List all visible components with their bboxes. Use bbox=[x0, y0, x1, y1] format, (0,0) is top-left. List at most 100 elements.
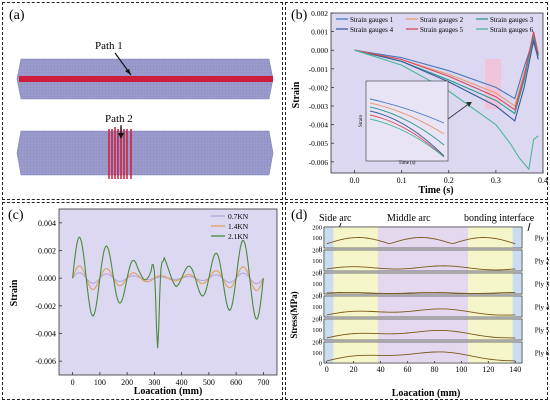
pipe-model-2 bbox=[16, 127, 274, 179]
panel-label: (d) bbox=[291, 208, 308, 223]
series-line-1.4KN bbox=[72, 265, 264, 292]
panel-label: (c) bbox=[8, 208, 24, 223]
legend-entry: Strain gauges 6 bbox=[490, 26, 534, 34]
x-tick-label: 40 bbox=[377, 365, 385, 374]
legend-entry: 1.4KN bbox=[228, 222, 249, 231]
series-line-6 bbox=[354, 49, 539, 171]
x-tick-label: 0.1 bbox=[397, 176, 407, 185]
pipe-model-1 bbox=[16, 58, 274, 100]
y-tick-label: 0.002 bbox=[38, 247, 56, 256]
y-tick-label: 200 bbox=[312, 225, 322, 232]
y-tick-label: 0 bbox=[319, 292, 322, 299]
x-tick-label: 60 bbox=[404, 365, 412, 374]
panel-c: (c) 0 100 200 300 400 500 600 700 0.004 0.002 0.0… bbox=[2, 202, 283, 400]
x-tick-label: 0.0 bbox=[350, 176, 360, 185]
y-tick-label: 0 bbox=[319, 361, 322, 368]
y-tick-label: 0.000 bbox=[38, 274, 56, 283]
y-tick-label: 200 bbox=[312, 271, 322, 278]
x-tick-label: 140 bbox=[509, 365, 521, 374]
panel-d: (d) Side arc Middle arc bonding interfac… bbox=[285, 202, 549, 400]
y-tick-label: 0.002 bbox=[311, 9, 328, 18]
inset-chart: Time (s) Strain bbox=[359, 80, 472, 166]
y-tick-label: 100 bbox=[312, 304, 322, 311]
series-line-5 bbox=[354, 31, 539, 111]
y-tick-label: 100 bbox=[312, 235, 322, 242]
panel-label: (b) bbox=[291, 8, 308, 23]
y-tick-label: 200 bbox=[312, 248, 322, 255]
highlight-region bbox=[485, 59, 501, 109]
y-tick-label: 0.000 bbox=[311, 46, 328, 55]
inset-series-3 bbox=[369, 106, 445, 146]
legend-entry: Strain gauges 4 bbox=[350, 26, 394, 34]
y-tick-label: -0.001 bbox=[309, 65, 329, 74]
ply-subplot-3: 200 100 0 Ply 3 bbox=[312, 271, 549, 299]
ply-label: Ply 3 bbox=[535, 281, 549, 289]
region-label-side-arc: Side arc bbox=[319, 213, 352, 224]
x-tick-label: 0 bbox=[71, 378, 75, 387]
inset-y-label: Strain bbox=[359, 115, 364, 127]
ply-subplot-4: 200 100 0 Ply 4 bbox=[312, 294, 549, 322]
x-tick-label: 600 bbox=[230, 378, 242, 387]
ply-label: Ply 1 bbox=[535, 235, 549, 243]
stress-line bbox=[326, 265, 516, 271]
y-tick-label: 0.001 bbox=[311, 28, 328, 37]
y-tick-label: 0 bbox=[319, 246, 322, 253]
series-line-4 bbox=[354, 40, 539, 122]
chart-d: (d) Side arc Middle arc bonding interfac… bbox=[289, 208, 549, 399]
y-tick-label: -0.006 bbox=[309, 158, 329, 167]
inset-x-label: Time (s) bbox=[399, 161, 416, 166]
y-axis-label: Stress(MPa) bbox=[289, 291, 299, 338]
x-tick-label: 0.4 bbox=[538, 176, 548, 185]
x-tick-label: 80 bbox=[430, 365, 438, 374]
legend-entry: 0.7KN bbox=[228, 212, 249, 221]
y-axis-label: Strain bbox=[9, 279, 20, 306]
legend-entry: 2.1KN bbox=[228, 232, 249, 241]
y-tick-label: -0.005 bbox=[309, 139, 329, 148]
ply-label: Ply 2 bbox=[535, 258, 549, 266]
plot-area bbox=[58, 208, 278, 376]
panel-a-figure: (a) Path 1 Path 2 bbox=[9, 8, 274, 179]
y-tick-label: -0.006 bbox=[35, 357, 56, 366]
x-axis-label: Loacation (mm) bbox=[392, 388, 461, 399]
x-tick-label: 0.3 bbox=[491, 176, 501, 185]
chart-c: (c) 0 100 200 300 400 500 600 700 0.004 0.002 0.0… bbox=[8, 208, 278, 397]
region-label-middle-arc: Middle arc bbox=[387, 213, 431, 224]
ply-subplot-5: 200 100 0 Ply 5 bbox=[312, 317, 549, 345]
inset-series-4 bbox=[369, 110, 445, 157]
legend-entry: Strain gauges 1 bbox=[350, 16, 394, 24]
region-label-bonding-interface: bonding interface bbox=[464, 213, 535, 224]
ply-label: Ply 5 bbox=[535, 327, 549, 335]
y-tick-label: -0.002 bbox=[309, 83, 329, 92]
y-tick-label: 0 bbox=[319, 269, 322, 276]
ply-label: Ply 6 bbox=[535, 350, 549, 358]
panel-label: (a) bbox=[9, 8, 25, 23]
ply-subplot-6: 200 100 0 Ply 6 bbox=[312, 340, 549, 368]
x-axis-label: Loacation (mm) bbox=[134, 386, 203, 397]
inset-series-2 bbox=[369, 102, 445, 135]
y-tick-label: 200 bbox=[312, 294, 322, 301]
x-tick-label: 120 bbox=[482, 365, 494, 374]
y-tick-label: 100 bbox=[312, 327, 322, 334]
y-tick-label: 200 bbox=[312, 317, 322, 324]
x-tick-label: 700 bbox=[257, 378, 269, 387]
chart-b: (b) 0.0 0.1 0.2 0.3 0.4 0.002 0.001 0.000 -0.00… bbox=[291, 8, 548, 196]
x-tick-label: 300 bbox=[148, 378, 160, 387]
panel-b: (b) 0.0 0.1 0.2 0.3 0.4 0.002 0.001 0.000 -0.00… bbox=[285, 2, 548, 200]
x-tick-label: 200 bbox=[121, 378, 133, 387]
y-tick-label: 100 bbox=[312, 281, 322, 288]
y-axis-label: Strain bbox=[291, 81, 302, 108]
ply-subplot-1: 200 100 0 Ply 1 bbox=[312, 225, 549, 253]
y-tick-label: 0 bbox=[319, 338, 322, 345]
y-tick-label: 200 bbox=[312, 340, 322, 347]
inset-series-1 bbox=[369, 98, 445, 124]
y-tick-label: 0 bbox=[319, 315, 322, 322]
ply-label: Ply 4 bbox=[535, 304, 549, 312]
x-tick-label: 500 bbox=[203, 378, 215, 387]
y-tick-label: 0.004 bbox=[38, 219, 56, 228]
legend-entry: Strain gauges 3 bbox=[490, 16, 534, 24]
path-1-label: Path 1 bbox=[95, 40, 123, 52]
legend-entry: Strain gauges 5 bbox=[420, 26, 464, 34]
stress-line bbox=[326, 291, 516, 294]
path-1-line bbox=[19, 76, 273, 82]
x-tick-label: 400 bbox=[176, 378, 188, 387]
